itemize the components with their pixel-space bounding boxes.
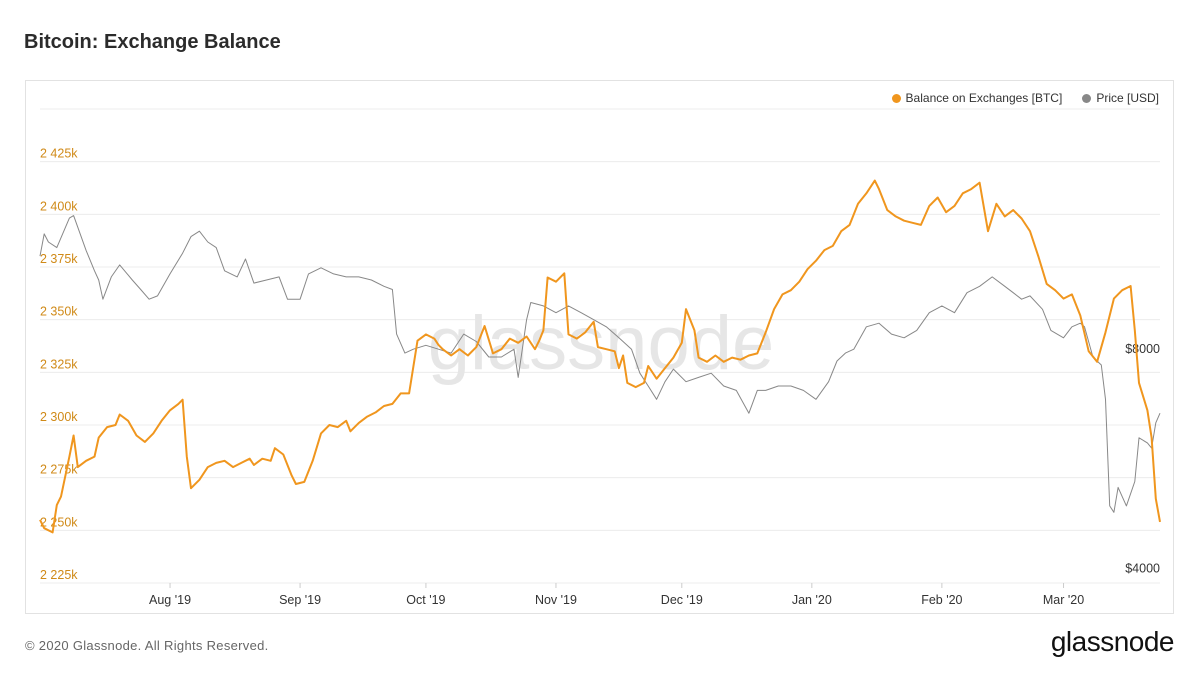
y-right-tick-label: $8000 xyxy=(1125,342,1160,356)
y-left-tick-label: 2 325k xyxy=(40,357,78,371)
chart-legend: Balance on Exchanges [BTC] Price [USD] xyxy=(891,91,1159,105)
x-tick-label: Jan '20 xyxy=(792,593,832,607)
copyright-notice: © 2020 Glassnode. All Rights Reserved. xyxy=(25,638,269,653)
y-left-tick-label: 2 225k xyxy=(40,568,78,582)
y-left-tick-label: 2 425k xyxy=(40,147,78,161)
x-tick-label: Dec '19 xyxy=(661,593,703,607)
y-left-tick-label: 2 275k xyxy=(40,463,78,477)
y-right-tick-label: $4000 xyxy=(1125,562,1160,576)
balance-legend-marker xyxy=(891,93,901,103)
page-title: Bitcoin: Exchange Balance xyxy=(24,31,281,53)
balance-series-line xyxy=(39,179,1161,534)
price-legend-label: Price [USD] xyxy=(1096,91,1159,105)
x-tick-label: Sep '19 xyxy=(279,593,321,607)
y-left-tick-label: 2 250k xyxy=(40,515,78,529)
y-left-tick-label: 2 300k xyxy=(40,410,78,424)
axis-layer: 2 225k 2 250k 2 275k 2 300k 2 325k 2 350k 2 37… xyxy=(40,147,1160,607)
glassnode-logo[interactable]: glassnode xyxy=(1050,626,1175,657)
y-left-tick-label: 2 400k xyxy=(40,199,78,213)
price-series-line xyxy=(39,215,1161,513)
balance-legend-label: Balance on Exchanges [BTC] xyxy=(905,91,1063,105)
y-left-tick-label: 2 350k xyxy=(40,305,78,319)
legend-item-price[interactable]: Price [USD] xyxy=(1082,91,1159,105)
price-legend-marker xyxy=(1082,93,1092,103)
chart-panel: glassnode 2 225k 2 250k 2 275k 2 300k 2 325k… xyxy=(25,80,1174,614)
exchange-balance-chart: glassnode 2 225k 2 250k 2 275k 2 300k 2 325k… xyxy=(39,108,1161,607)
x-tick-label: Mar '20 xyxy=(1043,593,1084,607)
x-tick-label: Nov '19 xyxy=(535,593,577,607)
legend-item-balance[interactable]: Balance on Exchanges [BTC] xyxy=(891,91,1063,105)
watermark: glassnode xyxy=(428,301,775,386)
x-tick-label: Feb '20 xyxy=(921,593,962,607)
series-layer xyxy=(39,179,1161,534)
grid-layer xyxy=(40,108,1160,584)
x-tick-label: Oct '19 xyxy=(406,593,445,607)
y-left-tick-label: 2 375k xyxy=(40,252,78,266)
x-tick-label: Aug '19 xyxy=(149,593,191,607)
